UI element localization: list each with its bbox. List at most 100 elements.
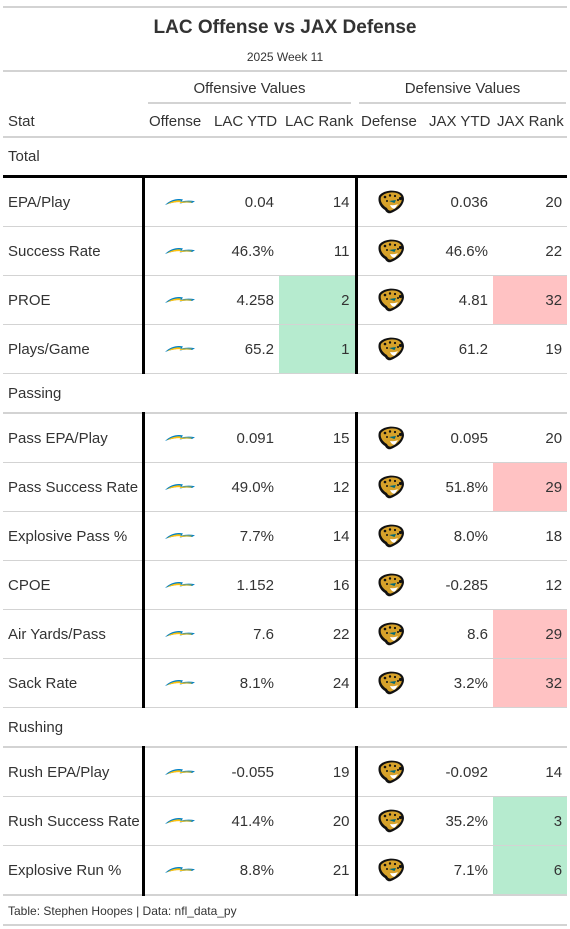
chargers-bolt-logo-icon: [165, 817, 196, 824]
chargers-bolt-logo-icon: [165, 581, 196, 588]
stat-name: Rush EPA/Play: [3, 747, 143, 797]
stat-name: Pass Success Rate: [3, 462, 143, 512]
jax-rank-value: 32: [493, 275, 568, 325]
col-header-offense: Offense: [149, 113, 202, 130]
jax-ytd-value: 3.2%: [425, 658, 493, 708]
jax-rank-value: 29: [493, 462, 568, 512]
defense-logo-cell: [354, 275, 425, 325]
title-separator: [3, 70, 567, 72]
chargers-bolt-logo-icon: [165, 768, 196, 775]
group-header-row: Total: [3, 137, 568, 178]
jax-rank-value: 3: [493, 796, 568, 846]
lac-ytd-value: 7.7%: [216, 511, 279, 561]
lac-rank-value: 20: [279, 796, 356, 846]
lac-rank-value: 21: [279, 845, 356, 896]
jaguars-head-logo-icon: [378, 760, 405, 784]
lac-ytd-value: 49.0%: [216, 462, 279, 512]
table-row: Rush Success Rate 41.4% 20 35.2% 3: [3, 796, 568, 846]
stat-name: Pass EPA/Play: [3, 413, 143, 463]
defense-logo-cell: [354, 658, 425, 708]
chargers-bolt-logo-icon: [165, 532, 196, 539]
stat-name: Air Yards/Pass: [3, 609, 143, 659]
col-header-jax-ytd: JAX YTD: [429, 113, 491, 130]
col-header-jax-rank: JAX Rank: [497, 113, 564, 130]
group-label: Total: [3, 137, 568, 178]
lac-ytd-value: 65.2: [216, 324, 279, 374]
jax-rank-value: 20: [493, 176, 568, 227]
lac-ytd-value: -0.055: [216, 747, 279, 797]
offense-logo-cell: [141, 658, 216, 708]
jax-ytd-value: -0.285: [425, 560, 493, 610]
jax-ytd-value: 7.1%: [425, 845, 493, 896]
lac-rank-value: 22: [279, 609, 356, 659]
table-row: Rush EPA/Play -0.055 19 -0.092 14: [3, 747, 568, 797]
lac-ytd-value: 1.152: [216, 560, 279, 610]
stat-name: CPOE: [3, 560, 143, 610]
offense-logo-cell: [141, 560, 216, 610]
offense-logo-cell: [141, 796, 216, 846]
jax-ytd-value: -0.092: [425, 747, 493, 797]
offense-logo-cell: [141, 324, 216, 374]
group-label: Rushing: [3, 707, 568, 748]
jax-ytd-value: 4.81: [425, 275, 493, 325]
lac-rank-value: 24: [279, 658, 356, 708]
jaguars-head-logo-icon: [378, 858, 405, 882]
jax-rank-value: 22: [493, 226, 568, 276]
defense-logo-cell: [354, 413, 425, 463]
table-row: EPA/Play 0.04 14 0.036 20: [3, 176, 568, 227]
group-header-row: Passing: [3, 373, 568, 414]
lac-rank-value: 15: [279, 413, 356, 463]
offense-logo-cell: [141, 226, 216, 276]
lac-rank-value: 14: [279, 176, 356, 227]
table-row: Sack Rate 8.1% 24 3.2% 32: [3, 658, 568, 708]
jaguars-head-logo-icon: [378, 671, 405, 695]
offense-logo-cell: [141, 747, 216, 797]
lac-ytd-value: 0.091: [216, 413, 279, 463]
stat-name: Plays/Game: [3, 324, 143, 374]
bottom-rule: [3, 924, 567, 926]
jax-rank-value: 19: [493, 324, 568, 374]
jax-rank-value: 20: [493, 413, 568, 463]
lac-rank-value: 19: [279, 747, 356, 797]
chargers-bolt-logo-icon: [165, 296, 196, 303]
chargers-bolt-logo-icon: [165, 679, 196, 686]
offense-logo-cell: [141, 511, 216, 561]
lac-ytd-value: 8.8%: [216, 845, 279, 896]
col-header-defense: Defense: [361, 113, 417, 130]
defense-logo-cell: [354, 324, 425, 374]
jaguars-head-logo-icon: [378, 288, 405, 312]
jaguars-head-logo-icon: [378, 622, 405, 646]
jax-ytd-value: 8.0%: [425, 511, 493, 561]
defense-logo-cell: [354, 609, 425, 659]
group-header-row: Rushing: [3, 707, 568, 748]
offense-logo-cell: [141, 176, 216, 227]
jax-ytd-value: 51.8%: [425, 462, 493, 512]
table-row: Plays/Game 65.2 1 61.2 19: [3, 324, 568, 374]
offense-logo-cell: [141, 275, 216, 325]
jax-rank-value: 12: [493, 560, 568, 610]
defense-logo-cell: [354, 176, 425, 227]
table-row: Pass Success Rate 49.0% 12 51.8% 29: [3, 462, 568, 512]
defense-logo-cell: [354, 462, 425, 512]
jax-rank-value: 6: [493, 845, 568, 896]
defense-logo-cell: [354, 560, 425, 610]
stat-name: Sack Rate: [3, 658, 143, 708]
table-subtitle: 2025 Week 11: [246, 50, 324, 64]
group-label: Passing: [3, 373, 568, 414]
jax-ytd-value: 35.2%: [425, 796, 493, 846]
jaguars-head-logo-icon: [378, 573, 405, 597]
lac-ytd-value: 8.1%: [216, 658, 279, 708]
defense-logo-cell: [354, 747, 425, 797]
jax-ytd-value: 0.095: [425, 413, 493, 463]
defense-logo-cell: [354, 226, 425, 276]
table-row: PROE 4.258 2 4.81 32: [3, 275, 568, 325]
offense-logo-cell: [141, 413, 216, 463]
col-header-lac-rank: LAC Rank: [285, 113, 354, 130]
chargers-bolt-logo-icon: [165, 247, 196, 254]
stat-name: Success Rate: [3, 226, 143, 276]
jax-rank-value: 14: [493, 747, 568, 797]
table-footnote: Table: Stephen Hoopes | Data: nfl_data_p…: [8, 904, 237, 918]
spanner-offensive-values: Offensive Values: [148, 80, 351, 104]
stat-name: PROE: [3, 275, 143, 325]
stat-name: Explosive Run %: [3, 845, 143, 896]
